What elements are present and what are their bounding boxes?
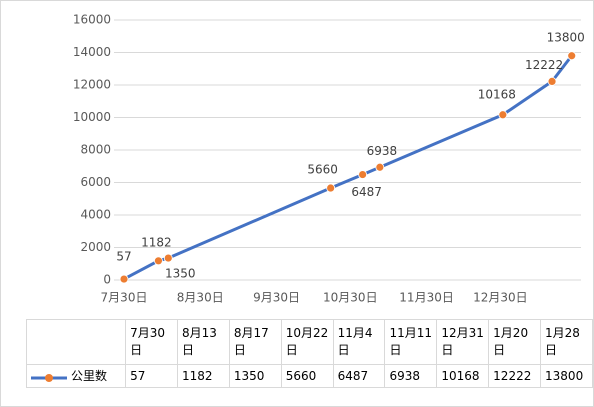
data-label: 1350	[165, 267, 196, 281]
data-point	[119, 274, 129, 284]
y-tick-label: 12000	[73, 78, 111, 92]
table-date: 1月20日	[488, 319, 542, 365]
y-tick-label: 0	[103, 273, 111, 287]
y-tick-label: 14000	[73, 45, 111, 59]
y-tick-label: 8000	[80, 143, 111, 157]
x-tick-label: 8月30日	[177, 291, 224, 305]
x-tick-label: 10月30日	[323, 291, 378, 305]
table-value: 6487	[332, 364, 386, 388]
table-date: 10月22日	[280, 319, 334, 365]
data-label: 12222	[525, 58, 563, 72]
data-label: 6487	[351, 185, 382, 199]
table-value: 1182	[177, 364, 230, 388]
table-value: 13800	[540, 364, 593, 388]
table-date: 7月30日	[125, 319, 179, 365]
table-date: 11月4日	[332, 319, 386, 365]
legend-swatch	[31, 371, 67, 382]
table-value: 5660	[280, 364, 334, 388]
table-date: 11月11日	[384, 319, 438, 365]
y-tick-label: 6000	[80, 175, 111, 189]
table-value: 6938	[384, 364, 438, 388]
data-label: 13800	[547, 30, 585, 44]
data-label: 1182	[141, 235, 172, 249]
x-tick-label: 9月30日	[253, 291, 300, 305]
data-point	[163, 253, 173, 263]
corner-cell	[25, 319, 127, 365]
y-tick-label: 16000	[73, 13, 111, 27]
data-point	[547, 76, 557, 86]
chart: 0 2000 4000 6000 8000 10000 12000 14000 16000 7月3…	[73, 13, 585, 305]
data-point	[358, 170, 368, 179]
data-table: 7月30日 8月13日 8月17日 10月22日 11月4日 11月11日 12月31日 1月…	[25, 319, 593, 388]
data-point	[154, 256, 163, 266]
table-value: 1350	[228, 364, 282, 388]
table-value: 12222	[488, 364, 542, 388]
table-value: 57	[125, 364, 179, 388]
y-tick-label: 10000	[73, 110, 111, 124]
x-tick-label: 12月30日	[473, 291, 528, 305]
data-label: 6938	[367, 144, 398, 158]
legend-cell: 公里数	[25, 364, 127, 388]
data-label: 10168	[478, 87, 516, 101]
x-tick-label: 7月30日	[101, 291, 148, 305]
data-label: 5660	[307, 163, 338, 177]
y-tick-label: 4000	[80, 208, 111, 222]
data-point	[375, 162, 385, 172]
table-date: 8月17日	[228, 319, 282, 365]
table-date: 8月13日	[177, 319, 230, 365]
table-value: 10168	[436, 364, 490, 388]
data-point	[498, 110, 508, 120]
data-label: 57	[116, 250, 131, 264]
data-point	[567, 51, 577, 61]
data-point	[326, 183, 336, 193]
y-tick-label: 2000	[80, 240, 111, 254]
table-date: 1月28日	[540, 319, 593, 365]
table-date: 12月31日	[436, 319, 490, 365]
legend-label: 公里数	[71, 368, 108, 383]
x-tick-label: 11月30日	[399, 291, 454, 305]
